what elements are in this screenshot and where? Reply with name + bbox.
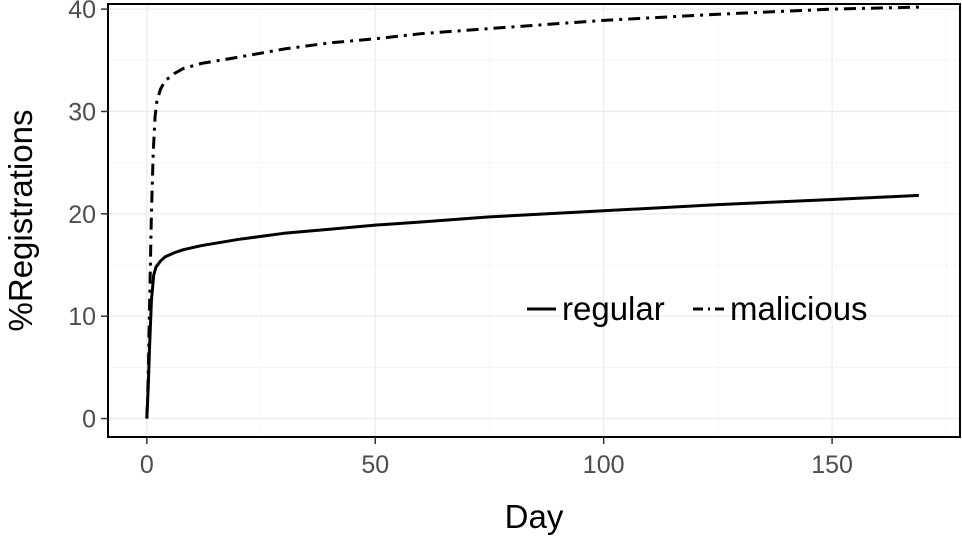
x-tick-label: 50 (361, 451, 389, 479)
x-axis-title: Day (505, 498, 564, 535)
y-tick-label: 20 (68, 201, 96, 229)
y-tick-label: 0 (82, 406, 96, 434)
plot-panel-border (107, 3, 961, 438)
y-tick-label: 30 (68, 98, 96, 126)
x-tick-label: 100 (583, 451, 625, 479)
x-tick-label: 0 (140, 451, 154, 479)
legend-label-malicious: malicious (730, 290, 868, 327)
series-line-regular (145, 193, 919, 419)
series-lines (145, 5, 919, 419)
y-tick-label: 40 (68, 0, 96, 24)
legend: regular malicious (527, 290, 868, 327)
y-axis-title: %Registrations (2, 110, 39, 332)
axis-ticks: 0 50 100 150 0 10 20 30 40 (68, 0, 853, 479)
series-line-malicious (145, 5, 919, 419)
legend-label-regular: regular (562, 290, 665, 327)
x-tick-label: 150 (811, 451, 853, 479)
y-tick-label: 10 (68, 303, 96, 331)
